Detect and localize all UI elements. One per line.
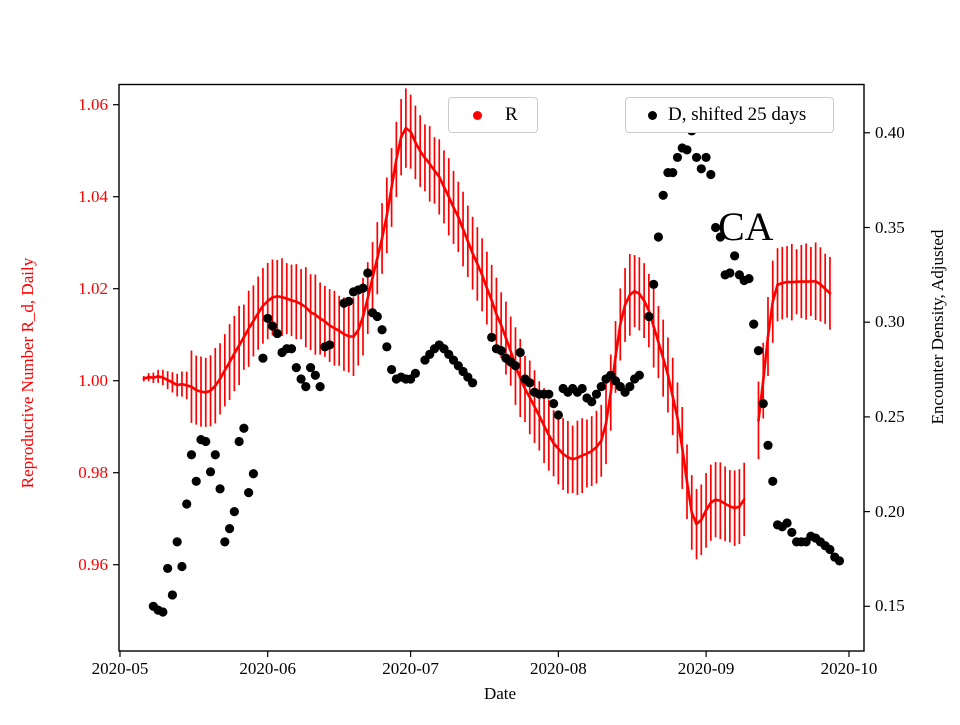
svg-text:CA: CA: [718, 204, 774, 249]
